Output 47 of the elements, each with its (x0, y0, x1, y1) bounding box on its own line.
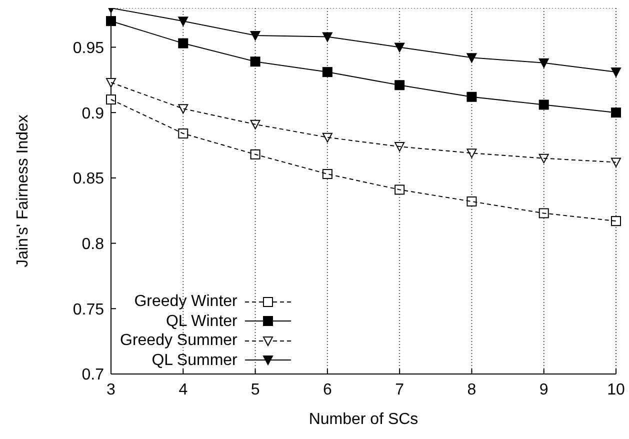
point (322, 67, 332, 78)
x-tick-label: 5 (250, 381, 260, 398)
point (106, 94, 116, 104)
x-tick-label: 4 (178, 381, 188, 398)
x-tick-label: 7 (395, 381, 404, 398)
x-tick-label: 10 (607, 381, 625, 398)
y-tick-label: 0.95 (72, 40, 104, 57)
point (611, 158, 621, 168)
point (611, 216, 621, 226)
legend-label: Greedy Summer (120, 331, 238, 350)
point (394, 42, 405, 52)
point (322, 169, 332, 180)
point (538, 154, 549, 164)
point (178, 16, 188, 26)
legend-label: QL Summer (152, 350, 238, 370)
x-tick-label: 9 (539, 381, 548, 398)
point (538, 100, 549, 110)
y-tick-label: 0.9 (82, 105, 104, 122)
point (466, 196, 477, 206)
point (394, 80, 405, 90)
point (538, 58, 549, 68)
x-tick-label: 3 (106, 381, 116, 398)
point (538, 208, 549, 218)
legend-label: QL Winter (166, 312, 238, 331)
legend-label: Greedy Winter (134, 292, 238, 312)
point (106, 16, 116, 26)
point (250, 149, 260, 160)
point (611, 108, 621, 118)
point (611, 68, 621, 78)
point (394, 184, 405, 195)
point (466, 92, 477, 102)
y-tick-label: 0.8 (82, 236, 104, 253)
point (178, 104, 188, 114)
point (322, 132, 332, 142)
point (250, 56, 260, 67)
x-axis-title: Number of SCs (308, 411, 418, 428)
point (466, 53, 477, 63)
y-tick-label: 0.75 (72, 301, 104, 318)
x-tick-label: 8 (467, 381, 476, 398)
y-tick-label: 0.85 (72, 170, 104, 188)
x-tick-label: 6 (322, 381, 332, 398)
y-tick-label: 0.7 (82, 366, 104, 384)
point (466, 148, 477, 158)
point (178, 128, 188, 138)
point (178, 38, 188, 48)
y-axis-title: Jain's' Fairness Index (14, 114, 32, 268)
point (250, 120, 260, 130)
